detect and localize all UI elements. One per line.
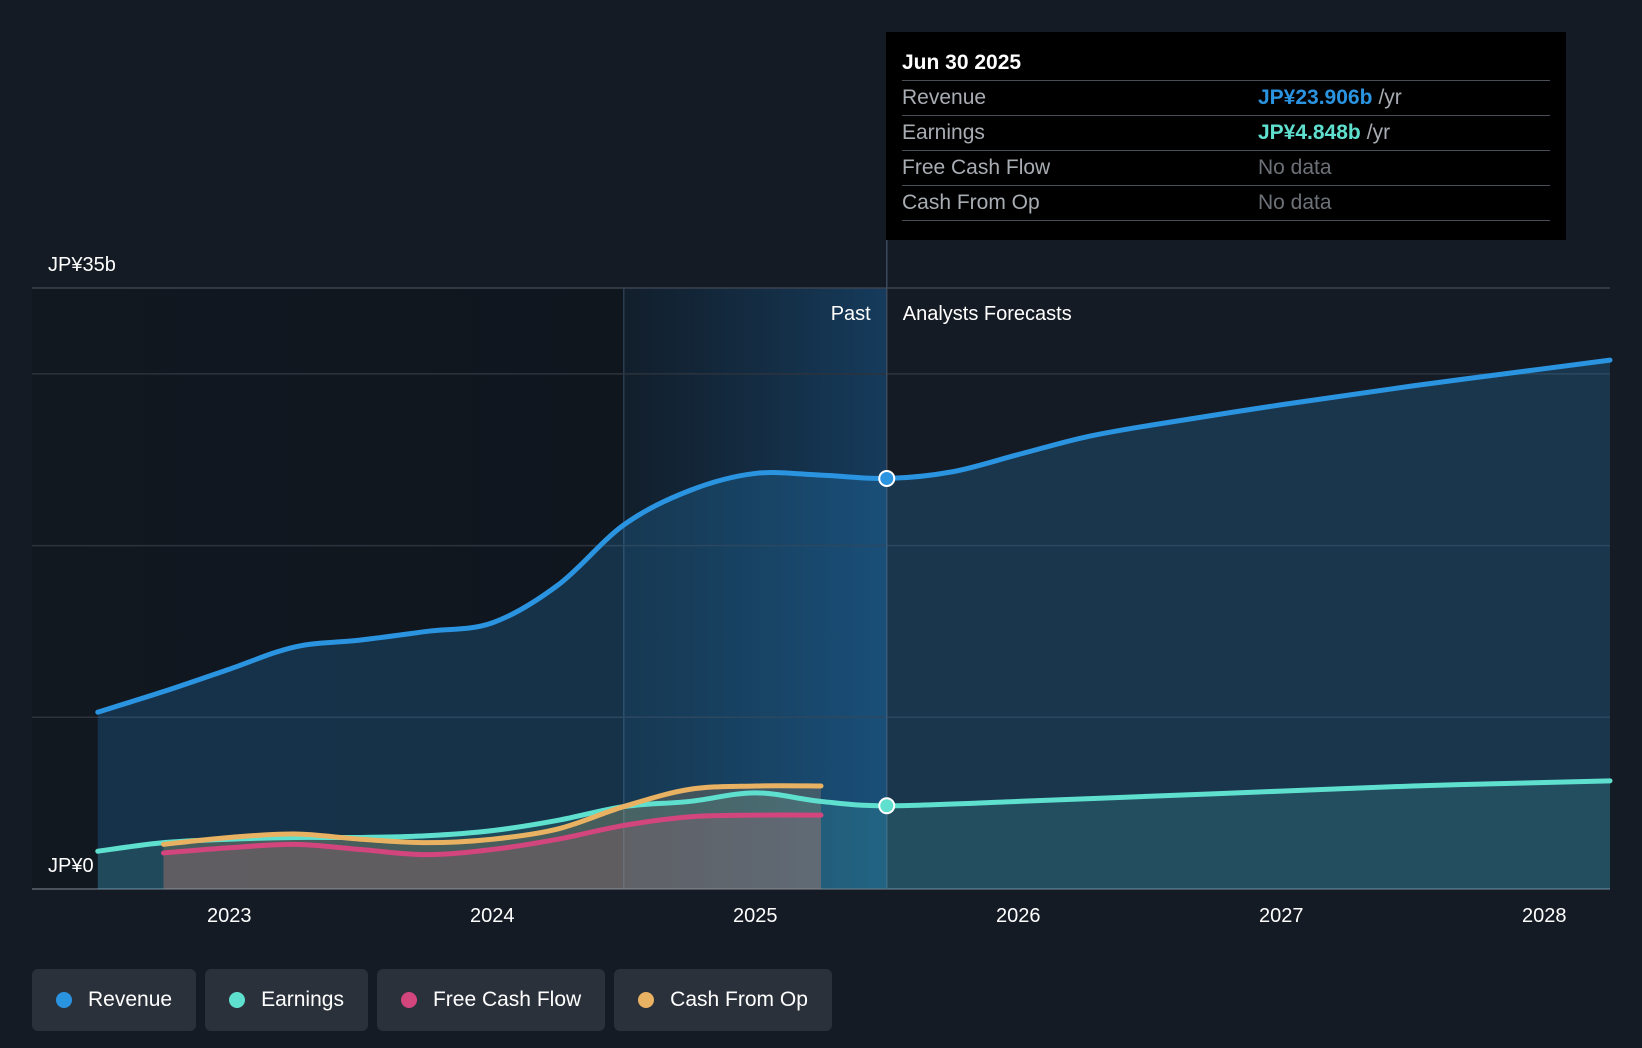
- legend-label: Cash From Op: [670, 988, 808, 1011]
- tooltip-row-cash-from-op: Cash From Op No data: [902, 185, 1550, 221]
- cash-from-op-area: [163, 785, 821, 889]
- tooltip-value: No data: [1258, 191, 1332, 214]
- x-axis-tick-label: 2027: [1259, 905, 1304, 927]
- revenue-marker[interactable]: [878, 469, 896, 487]
- x-axis-tick-label: 2025: [733, 905, 778, 927]
- y-axis-bottom-label: JP¥0: [48, 855, 94, 877]
- legend-dot-icon: [229, 992, 246, 1008]
- legend-item-earnings[interactable]: Earnings: [205, 969, 368, 1031]
- cash-from-op-line: [161, 783, 824, 847]
- y-axis-top-label: JP¥35b: [48, 254, 116, 276]
- tooltip-value: JP¥4.848b: [1258, 121, 1361, 144]
- revenue-area: [97, 360, 1610, 889]
- legend-label: Revenue: [88, 988, 173, 1011]
- tooltip-label: Earnings: [902, 121, 985, 144]
- tooltip-label: Cash From Op: [902, 191, 1040, 214]
- free-cash-flow-line: [161, 812, 824, 858]
- tooltip-unit: /yr: [1366, 121, 1391, 144]
- x-axis-tick-label: 2028: [1522, 905, 1567, 927]
- x-axis-tick-label: 2026: [996, 905, 1041, 927]
- tooltip: Jun 30 2025 Revenue JP¥23.906b /yr Earni…: [886, 32, 1566, 240]
- legend-dot-icon: [56, 992, 72, 1008]
- earnings-marker[interactable]: [878, 797, 896, 815]
- tooltip-unit: /yr: [1378, 86, 1402, 109]
- legend-dot-icon: [638, 992, 655, 1008]
- legend-item-free-cash-flow[interactable]: Free Cash Flow: [376, 969, 606, 1031]
- legend: Revenue Earnings Free Cash Flow Cash Fro…: [32, 969, 832, 1031]
- legend-label: Earnings: [261, 988, 344, 1011]
- legend-item-cash-from-op[interactable]: Cash From Op: [614, 969, 832, 1031]
- tooltip-label: Free Cash Flow: [902, 156, 1051, 179]
- tooltip-date: Jun 30 2025: [902, 51, 1022, 74]
- highlight-region: [623, 288, 887, 889]
- legend-item-revenue[interactable]: Revenue: [32, 969, 197, 1031]
- tooltip-row-free-cash-flow: Free Cash Flow No data: [902, 150, 1550, 185]
- tooltip-row-earnings: Earnings JP¥4.848b /yr: [902, 115, 1550, 150]
- tooltip-value: No data: [1258, 156, 1332, 179]
- past-label: Past: [831, 303, 871, 325]
- forecast-label: Analysts Forecasts: [903, 303, 1072, 325]
- tooltip-value: JP¥23.906b: [1258, 86, 1373, 109]
- legend-label: Free Cash Flow: [432, 988, 582, 1011]
- revenue-line: [95, 357, 1613, 715]
- earnings-line: [95, 778, 1613, 854]
- x-axis-tick-label: 2024: [470, 905, 515, 927]
- tooltip-label: Revenue: [902, 86, 987, 109]
- earnings-area: [97, 780, 1610, 889]
- x-axis-tick-label: 2023: [207, 905, 252, 927]
- legend-dot-icon: [400, 992, 417, 1008]
- tooltip-row-revenue: Revenue JP¥23.906b /yr: [902, 80, 1550, 115]
